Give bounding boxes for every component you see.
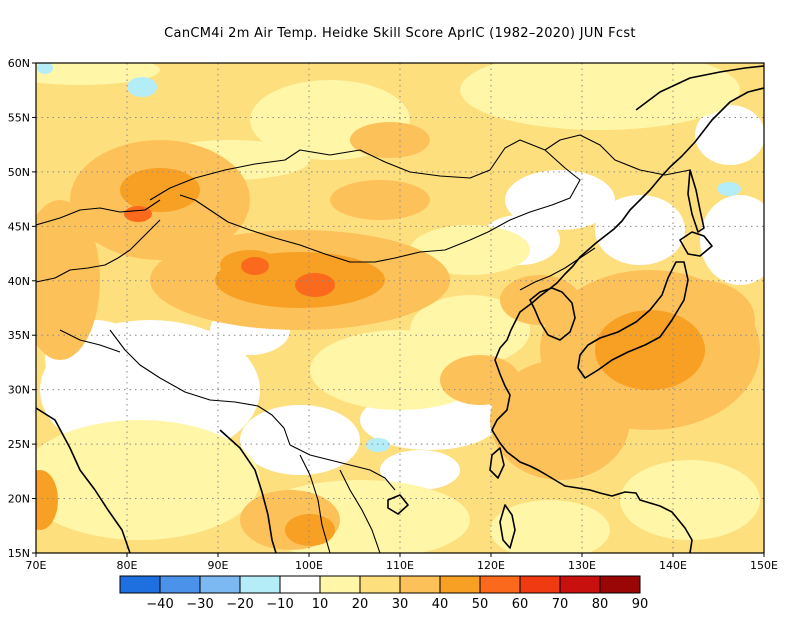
skill-region xyxy=(127,77,157,97)
coastline-taiwan xyxy=(489,447,505,479)
colorbar-swatch xyxy=(239,575,281,594)
skill-region xyxy=(36,470,58,530)
colorbar-label: 60 xyxy=(512,597,529,612)
coastline-okhotsk xyxy=(635,65,764,111)
lat-label: 15N xyxy=(8,547,30,560)
coastline-sakhalin xyxy=(687,169,705,233)
border-china-korea xyxy=(519,247,596,291)
border-china-southeast xyxy=(289,444,396,491)
coastline-korea xyxy=(529,287,576,341)
borders xyxy=(36,134,691,553)
border-china-northeast xyxy=(544,134,691,176)
skill-region xyxy=(595,195,685,265)
colorbar-swatch xyxy=(159,575,201,594)
gridlines xyxy=(36,63,764,553)
colorbar-label: 20 xyxy=(352,597,369,612)
lon-label: 100E xyxy=(295,559,323,572)
skill-region xyxy=(240,405,360,475)
lon-label: 110E xyxy=(386,559,414,572)
lon-label: 70E xyxy=(26,559,47,572)
colorbar-label: −20 xyxy=(226,597,253,612)
lon-label: 80E xyxy=(117,559,138,572)
colorbar-swatch xyxy=(479,575,521,594)
skill-region xyxy=(490,360,630,480)
skill-region xyxy=(700,195,764,285)
skill-region xyxy=(120,168,200,212)
colorbar-label: −10 xyxy=(266,597,293,612)
border-russia-kazakh xyxy=(36,199,161,226)
skill-region xyxy=(36,200,100,360)
skill-region xyxy=(350,122,430,158)
skill-region xyxy=(241,257,269,275)
colorbar-label: −30 xyxy=(186,597,213,612)
lon-label: 130E xyxy=(568,559,596,572)
lat-label: 35N xyxy=(8,329,30,342)
lat-label: 25N xyxy=(8,438,30,451)
lon-label: 120E xyxy=(477,559,505,572)
skill-region xyxy=(330,180,430,220)
colorbar-swatch xyxy=(559,575,601,594)
lat-label: 45N xyxy=(8,220,30,233)
lon-label: 140E xyxy=(659,559,687,572)
colorbar-swatch xyxy=(439,575,481,594)
border-laos-vietnam xyxy=(339,469,381,553)
coastlines xyxy=(36,65,764,553)
skill-region xyxy=(37,63,53,74)
skill-region xyxy=(595,310,705,390)
chart-title: CanCM4i 2m Air Temp. Heidke Skill Score … xyxy=(164,26,636,41)
colorbar-label: 80 xyxy=(592,597,609,612)
skill-region xyxy=(366,438,390,452)
border-central-asia xyxy=(36,219,161,283)
skill-region xyxy=(500,275,580,325)
colorbar-swatch xyxy=(399,575,441,594)
lat-label: 55N xyxy=(8,111,30,124)
coastline-japan xyxy=(577,261,689,379)
skill-region xyxy=(36,63,160,85)
coastline-hainan xyxy=(387,494,409,515)
colorbar-label: 50 xyxy=(472,597,489,612)
colorbar-label: 30 xyxy=(392,597,409,612)
skill-region xyxy=(620,460,760,540)
skill-region xyxy=(490,500,610,553)
border-himalaya xyxy=(109,329,291,446)
colorbar: −40 −30 −20 −10 10 20 30 40 50 60 70 80 90 xyxy=(119,575,649,612)
colorbar-label: 10 xyxy=(312,597,329,612)
coastline-luzon xyxy=(499,504,516,549)
lon-label: 150E xyxy=(750,559,778,572)
coastline-southasia xyxy=(36,407,131,553)
colorbar-label: 90 xyxy=(632,597,649,612)
colorbar-label: 70 xyxy=(552,597,569,612)
lat-label: 20N xyxy=(8,493,30,506)
lat-label: 40N xyxy=(8,275,30,288)
coastline-myanmar xyxy=(219,429,277,553)
skill-region xyxy=(36,420,260,540)
colorbar-swatch xyxy=(199,575,241,594)
lat-label: 60N xyxy=(8,57,30,70)
lat-label: 50N xyxy=(8,166,30,179)
lat-label: 30N xyxy=(8,384,30,397)
colorbar-swatch xyxy=(119,575,161,594)
skill-field xyxy=(36,63,764,553)
skill-region xyxy=(440,355,520,405)
colorbar-swatch xyxy=(519,575,561,594)
coastline-mainland xyxy=(491,87,764,553)
colorbar-label: 40 xyxy=(432,597,449,612)
colorbar-label: −40 xyxy=(146,597,173,612)
skill-region xyxy=(295,273,335,297)
border-mongolia xyxy=(149,139,581,263)
skill-region xyxy=(717,182,741,196)
colorbar-swatch xyxy=(599,575,641,594)
colorbar-swatch xyxy=(359,575,401,594)
skill-region xyxy=(460,63,740,130)
lon-label: 90E xyxy=(208,559,229,572)
coastline-hokkaido xyxy=(679,231,713,257)
border-southasia xyxy=(59,329,121,353)
skill-region xyxy=(505,170,615,230)
colorbar-swatch xyxy=(279,575,321,594)
border-indochina xyxy=(299,454,331,553)
colorbar-swatch xyxy=(319,575,361,594)
skill-region xyxy=(285,514,335,546)
